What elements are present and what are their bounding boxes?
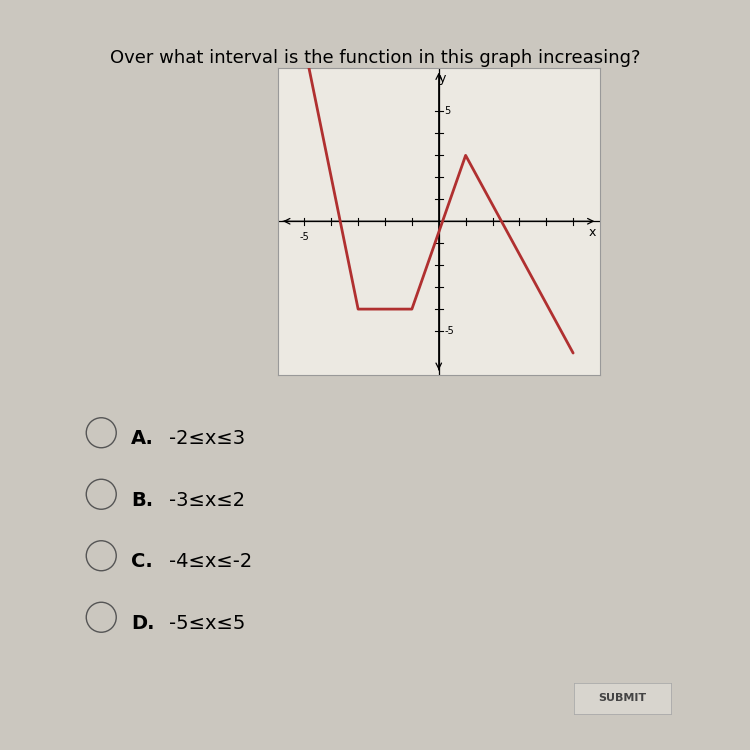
- Text: D.: D.: [131, 614, 154, 633]
- Text: -2≤x≤3: -2≤x≤3: [169, 429, 244, 448]
- Text: SUBMIT: SUBMIT: [598, 693, 646, 703]
- Text: -3≤x≤2: -3≤x≤2: [169, 490, 244, 510]
- Text: -5: -5: [444, 326, 454, 336]
- Text: x: x: [588, 226, 596, 238]
- Text: -5: -5: [299, 232, 309, 242]
- Text: A.: A.: [131, 429, 154, 448]
- Text: -4≤x≤-2: -4≤x≤-2: [169, 552, 252, 572]
- Text: B.: B.: [131, 490, 153, 510]
- Text: Over what interval is the function in this graph increasing?: Over what interval is the function in th…: [110, 49, 640, 67]
- Text: C.: C.: [131, 552, 153, 572]
- Text: 5: 5: [444, 106, 450, 116]
- Text: y: y: [438, 72, 446, 85]
- Text: -5≤x≤5: -5≤x≤5: [169, 614, 245, 633]
